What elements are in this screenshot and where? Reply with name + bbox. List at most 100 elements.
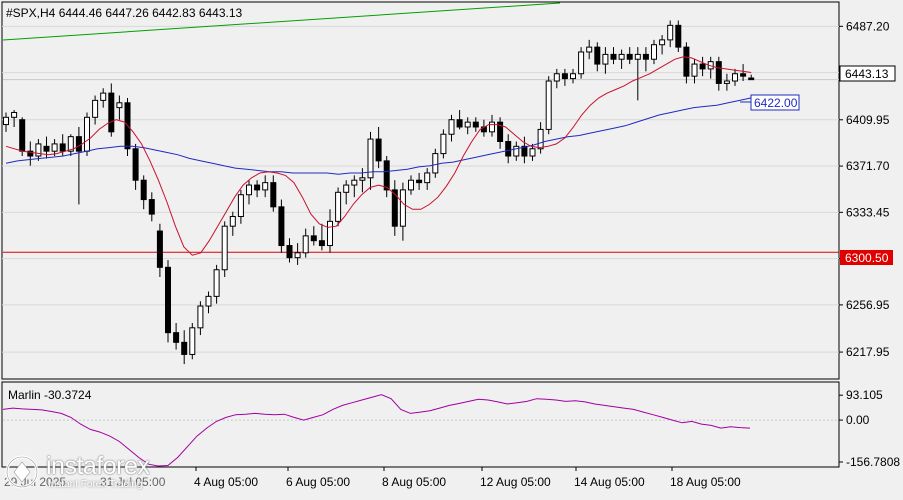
candle-body bbox=[156, 230, 163, 268]
candle-body bbox=[464, 121, 471, 128]
candle-body bbox=[634, 53, 641, 60]
candle-body bbox=[148, 199, 155, 215]
candle-body bbox=[302, 235, 309, 254]
candle-body bbox=[416, 179, 423, 184]
moving-averages bbox=[5, 56, 752, 256]
y-tick-label: 6409.95 bbox=[846, 113, 890, 127]
candle-body bbox=[578, 51, 585, 75]
candle-body bbox=[602, 53, 609, 65]
symbol-header: #SPX,H4 6444.46 6447.26 6442.83 6443.13 bbox=[6, 6, 243, 20]
candle-body bbox=[553, 73, 560, 82]
indicator-tick-label: 0.00 bbox=[846, 413, 870, 427]
candle-body bbox=[610, 53, 617, 60]
candle-body bbox=[408, 179, 414, 191]
candle-body bbox=[343, 184, 350, 193]
watermark: instaforex Instant Forex Trading bbox=[4, 452, 179, 494]
trendline bbox=[2, 2, 561, 41]
horizontal-grid bbox=[2, 25, 839, 353]
candle-body bbox=[375, 138, 382, 162]
candle-body bbox=[100, 92, 107, 101]
indicator-plot-frame bbox=[1, 381, 840, 468]
candle-body bbox=[108, 92, 115, 133]
candle-body bbox=[270, 182, 277, 208]
candle-body bbox=[642, 53, 649, 60]
candle-body bbox=[626, 53, 633, 60]
candle-body bbox=[691, 63, 698, 77]
y-tick-label: 6487.20 bbox=[846, 19, 890, 33]
candle-body bbox=[254, 184, 261, 191]
candle-body bbox=[3, 116, 9, 126]
indicator-pane: 93.105 0.00 -156.7808 bbox=[2, 388, 900, 469]
candle-body bbox=[748, 77, 755, 81]
watermark-tagline: Instant Forex Trading bbox=[48, 479, 143, 490]
candle-body bbox=[59, 143, 66, 152]
indicator-tick-label: -156.7808 bbox=[846, 455, 900, 469]
candle-body bbox=[359, 177, 366, 181]
indicator-tick-label: 93.105 bbox=[846, 388, 883, 402]
candle-body bbox=[197, 305, 204, 329]
candle-body bbox=[237, 194, 244, 218]
candle-body bbox=[391, 189, 398, 227]
candle-body bbox=[740, 73, 747, 77]
y-tick-label: 6371.70 bbox=[846, 159, 890, 173]
candle-body bbox=[424, 172, 431, 184]
candle-body bbox=[278, 206, 285, 247]
ma-fast-line bbox=[5, 56, 752, 256]
level-label: 6300.50 bbox=[845, 251, 889, 265]
candle-body bbox=[456, 119, 463, 128]
candle-body bbox=[27, 150, 34, 157]
target-label: 6422.00 bbox=[754, 96, 798, 110]
candle-body bbox=[132, 148, 139, 181]
candle-body bbox=[262, 182, 269, 191]
watermark-brand: instaforex bbox=[46, 452, 150, 480]
candle-body bbox=[116, 102, 123, 109]
candle-body bbox=[537, 128, 544, 150]
candle-body bbox=[35, 143, 42, 157]
x-tick-label: 18 Aug 05:00 bbox=[670, 475, 741, 489]
candle-body bbox=[11, 111, 18, 118]
candle-body bbox=[618, 53, 625, 60]
candle-body bbox=[221, 225, 228, 271]
candle-body bbox=[165, 266, 171, 334]
x-tick-label: 4 Aug 05:00 bbox=[194, 475, 258, 489]
level-box bbox=[840, 250, 893, 265]
candle-body bbox=[84, 116, 90, 152]
candle-body bbox=[513, 145, 520, 157]
candle-body bbox=[92, 99, 99, 118]
indicator-line bbox=[2, 394, 751, 467]
candle-body bbox=[448, 119, 455, 135]
candle-body bbox=[715, 61, 722, 84]
ma-slow-line bbox=[5, 97, 752, 175]
candle-body bbox=[246, 184, 252, 196]
candle-body bbox=[205, 295, 212, 307]
candle-body bbox=[586, 46, 593, 53]
candle-body bbox=[667, 24, 674, 41]
candle-body bbox=[383, 160, 390, 191]
candle-body bbox=[19, 119, 26, 152]
candle-body bbox=[335, 191, 342, 222]
x-tick-label: 14 Aug 05:00 bbox=[574, 475, 645, 489]
candle-body bbox=[561, 73, 568, 80]
candle-body bbox=[140, 179, 147, 201]
instaforex-logo-icon bbox=[5, 455, 39, 489]
x-tick-label-covered: 31 Jul 05:00 bbox=[100, 475, 166, 489]
candle-body bbox=[651, 44, 657, 60]
candle-body bbox=[327, 220, 333, 247]
current-price-label: 6443.13 bbox=[845, 67, 889, 81]
candle-body bbox=[683, 46, 690, 77]
candle-body bbox=[732, 73, 738, 82]
candle-body bbox=[173, 332, 180, 343]
x-tick-label: 8 Aug 05:00 bbox=[382, 475, 446, 489]
candle-body bbox=[521, 145, 528, 157]
candle-body bbox=[318, 240, 325, 247]
y-tick-label: 6333.45 bbox=[846, 205, 890, 219]
candle-body bbox=[51, 143, 58, 152]
candle-body bbox=[75, 136, 82, 152]
candle-body bbox=[213, 269, 220, 297]
candle-body bbox=[505, 141, 512, 157]
main-plot-frame bbox=[1, 1, 840, 380]
candle-body bbox=[367, 138, 374, 179]
candle-body bbox=[529, 148, 536, 157]
